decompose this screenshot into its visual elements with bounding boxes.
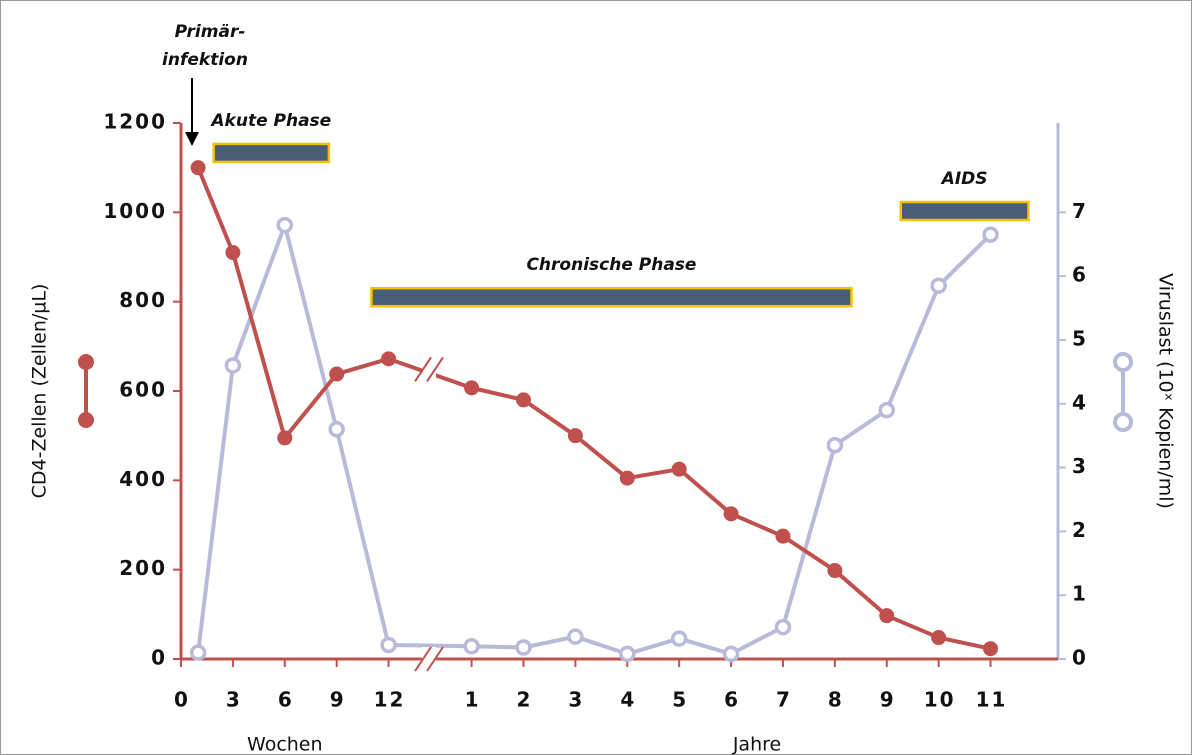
y-tick-label: 400 xyxy=(119,467,167,491)
marker xyxy=(567,428,583,444)
marker xyxy=(328,421,345,438)
y-tick-label: 200 xyxy=(119,556,167,580)
x-tick-label: 10 xyxy=(924,688,956,712)
marker xyxy=(464,380,480,396)
x-tick-label: 4 xyxy=(620,688,636,712)
phase-label: Chronische Phase xyxy=(526,255,696,275)
x-tick-label: 8 xyxy=(828,688,844,712)
y2-tick-label: 3 xyxy=(1072,454,1088,478)
y2-tick-label: 1 xyxy=(1072,582,1088,606)
axis-break xyxy=(414,356,432,382)
arrow-head xyxy=(185,132,199,146)
marker xyxy=(380,636,397,654)
y2-tick-label: 2 xyxy=(1072,518,1088,542)
y2-axis-label: Viruslast (10ˣ Kopien/ml) xyxy=(1155,273,1177,509)
marker xyxy=(723,506,739,522)
marker xyxy=(670,630,688,647)
phase-bar xyxy=(370,286,853,308)
axis-break xyxy=(422,357,437,382)
y-tick-label: 800 xyxy=(119,288,167,312)
y-tick-label: 1200 xyxy=(103,110,167,134)
marker xyxy=(329,366,345,382)
x-axis-label: Jahre xyxy=(732,734,781,755)
marker xyxy=(619,645,636,663)
marker xyxy=(381,351,397,367)
marker xyxy=(827,563,843,579)
marker xyxy=(722,645,740,663)
marker xyxy=(983,641,999,657)
marker xyxy=(277,430,293,446)
y2-tick-label: 5 xyxy=(1072,326,1088,350)
x-tick-label: 7 xyxy=(776,688,792,712)
phase-label: AIDS xyxy=(940,169,988,189)
y-tick-label: 1000 xyxy=(103,199,167,223)
y2-tick-label: 7 xyxy=(1072,199,1088,223)
marker xyxy=(931,630,947,646)
marker xyxy=(982,226,999,243)
y2-tick-label: 6 xyxy=(1072,263,1088,287)
marker xyxy=(224,357,242,374)
x-axis-label: Wochen xyxy=(247,734,323,755)
y2-tick-label: 0 xyxy=(1072,646,1088,670)
marker xyxy=(619,470,635,486)
y2-tick-label: 4 xyxy=(1072,390,1088,414)
x-tick-label: 9 xyxy=(330,688,346,712)
phase-bar xyxy=(899,200,1030,222)
marker xyxy=(567,628,584,645)
axis-break xyxy=(414,646,432,672)
marker xyxy=(225,245,241,261)
annotation: Primär- xyxy=(175,22,246,42)
x-tick-label: 6 xyxy=(724,688,740,712)
axis-break xyxy=(422,647,437,671)
y-tick-label: 600 xyxy=(119,378,167,402)
x-tick-label: 6 xyxy=(278,688,294,712)
axis-break xyxy=(426,356,444,382)
legend-icon xyxy=(78,354,94,428)
marker xyxy=(930,277,947,294)
series-line xyxy=(196,223,992,656)
x-tick-label: 5 xyxy=(672,688,688,712)
axis-break xyxy=(426,646,444,672)
phase-label: Akute Phase xyxy=(209,111,331,131)
marker xyxy=(190,160,206,176)
marker xyxy=(189,644,207,661)
x-tick-label: 2 xyxy=(517,688,533,712)
marker xyxy=(774,618,792,636)
marker xyxy=(515,392,531,408)
annotation: infektion xyxy=(162,50,248,70)
series-line xyxy=(196,166,991,651)
x-tick-label: 3 xyxy=(568,688,584,712)
x-tick-label: 9 xyxy=(880,688,896,712)
marker xyxy=(463,637,480,655)
y-axis-label: CD4-Zellen (Zellen/µL) xyxy=(29,284,51,499)
y-tick-label: 0 xyxy=(151,646,167,670)
x-tick-label: 3 xyxy=(226,688,242,712)
marker xyxy=(775,528,791,544)
legend-icon xyxy=(1113,352,1133,432)
x-tick-label: 0 xyxy=(174,688,190,712)
marker xyxy=(878,401,896,419)
marker xyxy=(276,216,294,234)
x-tick-label: 1 xyxy=(465,688,481,712)
marker xyxy=(879,608,895,624)
marker xyxy=(515,639,532,656)
phase-bar xyxy=(212,142,331,164)
marker xyxy=(671,461,687,477)
marker xyxy=(826,436,844,454)
x-tick-label: 11 xyxy=(976,688,1008,712)
x-tick-label: 12 xyxy=(374,688,406,712)
